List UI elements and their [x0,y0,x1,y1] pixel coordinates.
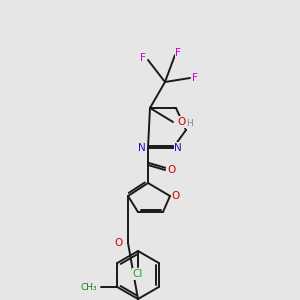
Text: N: N [138,143,146,153]
Text: F: F [192,73,198,83]
Text: O: O [172,191,180,201]
Text: O: O [115,238,123,248]
Text: F: F [175,48,181,58]
Text: O: O [177,117,185,127]
Text: N: N [174,143,182,153]
Text: Cl: Cl [133,269,143,279]
Text: O: O [167,165,175,175]
Text: H: H [186,119,193,128]
Text: F: F [140,53,146,63]
Text: CH₃: CH₃ [81,283,97,292]
